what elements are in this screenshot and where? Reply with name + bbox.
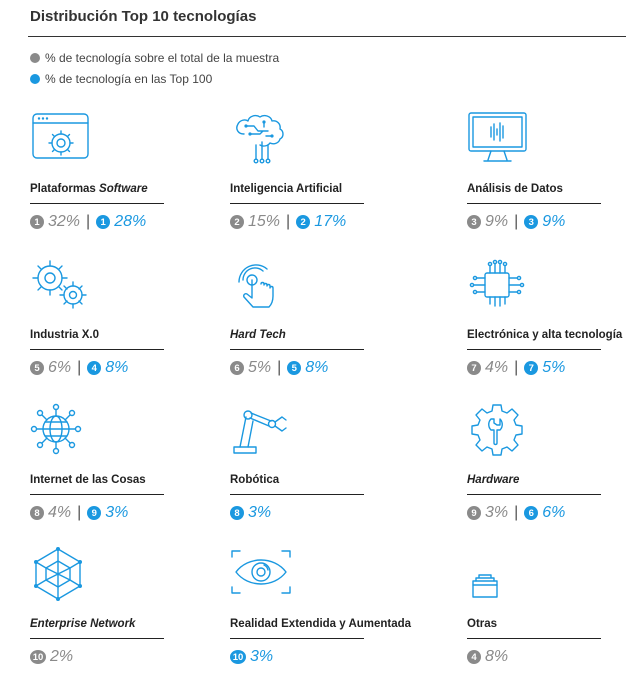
card-divider <box>230 494 364 495</box>
blue-percentage: 8% <box>105 359 129 376</box>
blue-rank-badge: 5 <box>287 361 302 375</box>
tech-label: Inteligencia Artificial <box>230 183 343 195</box>
blue-percentage: 3% <box>105 504 129 521</box>
blue-percentage: 8% <box>305 359 329 376</box>
blue-percentage: 3% <box>250 648 274 665</box>
tech-label: Hard Tech <box>230 329 286 341</box>
card-divider <box>230 349 364 350</box>
folders-icon <box>467 547 529 601</box>
legend-item-top100: % de tecnología en las Top 100 <box>30 72 212 86</box>
gray-rank-badge: 4 <box>467 650 481 664</box>
tech-stats: 7 4% | 7 5% <box>467 359 565 377</box>
network-icon <box>30 547 92 601</box>
tech-stats: 5 6% | 4 8% <box>30 359 128 377</box>
blue-percentage: 5% <box>542 359 566 376</box>
ai-brain-circuit-icon <box>230 112 292 166</box>
blue-percentage: 3% <box>248 504 272 521</box>
card-divider <box>467 349 601 350</box>
card-divider <box>30 203 164 204</box>
card-divider <box>230 638 364 639</box>
gray-rank-badge: 9 <box>467 506 481 520</box>
robot-arm-icon <box>230 403 292 457</box>
software-platform-gear-icon <box>30 112 92 166</box>
gray-percentage: 15% <box>248 213 281 230</box>
tech-label: Plataformas Software <box>30 183 148 195</box>
gray-percentage: 8% <box>485 648 509 665</box>
legend-item-total: % de tecnología sobre el total de la mue… <box>30 51 279 65</box>
tech-stats: 6 5% | 5 8% <box>230 359 328 377</box>
blue-percentage: 28% <box>114 213 147 230</box>
blue-rank-badge: 8 <box>230 506 244 520</box>
wrench-gear-icon <box>467 403 529 457</box>
gray-percentage: 32% <box>48 213 81 230</box>
gray-percentage: 5% <box>248 359 272 376</box>
card-divider <box>30 349 164 350</box>
gray-rank-badge: 2 <box>230 215 244 229</box>
tech-label: Realidad Extendida y Aumentada <box>230 618 412 630</box>
tech-stats: 2 15% | 2 17% <box>230 213 346 231</box>
blue-rank-badge: 10 <box>230 650 246 664</box>
chip-icon <box>467 258 529 312</box>
gray-percentage: 4% <box>485 359 509 376</box>
legend-label-top100: % de tecnología en las Top 100 <box>45 72 213 86</box>
tech-stats: 1 32% | 1 28% <box>30 213 146 231</box>
tech-label: Industria X.0 <box>30 329 100 341</box>
tech-stats: 10 2% <box>30 648 73 666</box>
gray-percentage: 3% <box>485 504 509 521</box>
blue-rank-badge: 4 <box>87 361 102 375</box>
gray-rank-badge: 6 <box>230 361 244 375</box>
data-monitor-icon <box>467 112 529 166</box>
gray-percentage: 9% <box>485 213 509 230</box>
blue-rank-badge: 6 <box>524 506 539 520</box>
gray-percentage: 6% <box>48 359 72 376</box>
tech-stats: 9 3% | 6 6% <box>467 504 565 522</box>
blue-rank-badge: 2 <box>296 215 311 229</box>
tech-label: Electrónica y alta tecnología <box>467 329 623 341</box>
tech-stats: 3 9% | 3 9% <box>467 213 565 231</box>
tech-label: Internet de las Cosas <box>30 474 146 486</box>
tech-label: Otras <box>467 618 498 630</box>
blue-percentage: 6% <box>542 504 566 521</box>
gray-rank-badge: 7 <box>467 361 481 375</box>
gray-rank-badge: 5 <box>30 361 44 375</box>
tech-label: Enterprise Network <box>30 618 136 630</box>
eye-icon <box>230 547 292 601</box>
gray-rank-badge: 10 <box>30 650 46 664</box>
blue-rank-badge: 7 <box>524 361 539 375</box>
card-divider <box>467 638 601 639</box>
tech-stats: 8 4% | 9 3% <box>30 504 128 522</box>
touch-hand-icon <box>230 258 292 312</box>
gray-percentage: 4% <box>48 504 72 521</box>
gray-percentage: 2% <box>50 648 74 665</box>
card-divider <box>230 203 364 204</box>
tech-stats: 10 3% <box>230 648 273 666</box>
legend-label-total: % de tecnología sobre el total de la mue… <box>45 51 280 65</box>
blue-dot-icon <box>30 74 40 84</box>
gray-rank-badge: 8 <box>30 506 44 520</box>
iot-globe-icon <box>30 403 92 457</box>
blue-percentage: 9% <box>542 213 566 230</box>
gray-dot-icon <box>30 53 40 63</box>
gears-icon <box>30 258 92 312</box>
tech-label: Análisis de Datos <box>467 183 563 195</box>
blue-rank-badge: 9 <box>87 506 102 520</box>
blue-percentage: 17% <box>314 213 347 230</box>
page-title: Distribución Top 10 tecnologías <box>30 8 257 25</box>
card-divider <box>30 638 164 639</box>
title-divider <box>28 36 626 37</box>
gray-rank-badge: 3 <box>467 215 481 229</box>
tech-stats: 8 3% <box>230 504 271 522</box>
card-divider <box>467 494 601 495</box>
tech-stats: 4 8% <box>467 648 508 666</box>
card-divider <box>467 203 601 204</box>
card-divider <box>30 494 164 495</box>
tech-label: Hardware <box>467 474 520 486</box>
gray-rank-badge: 1 <box>30 215 44 229</box>
blue-rank-badge: 3 <box>524 215 539 229</box>
blue-rank-badge: 1 <box>96 215 111 229</box>
tech-label: Robótica <box>230 474 280 486</box>
